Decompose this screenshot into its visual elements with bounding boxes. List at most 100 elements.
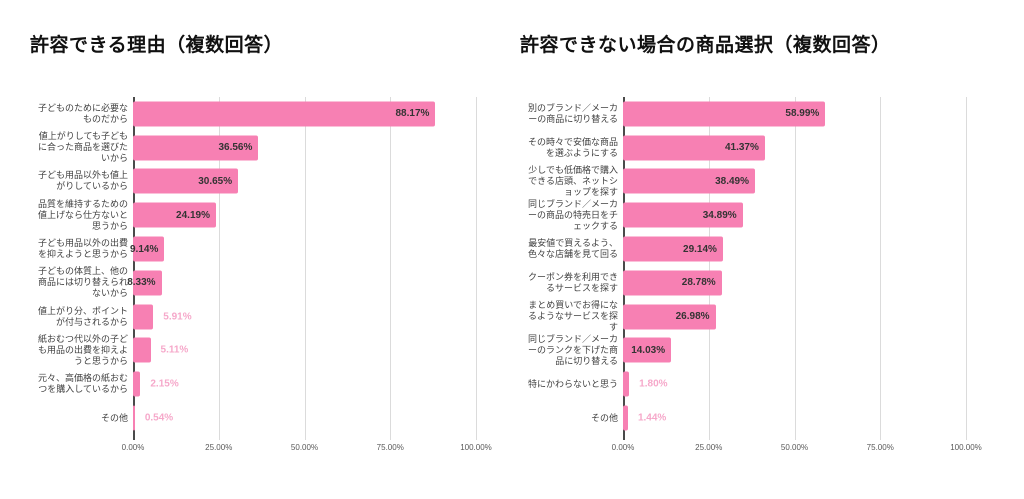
bar: 58.99% — [623, 101, 826, 127]
gridline — [880, 97, 882, 440]
chart-row: その他 1.44% — [520, 401, 966, 435]
value-label: 2.15% — [150, 378, 179, 390]
bar — [133, 405, 135, 431]
value-label: 9.14% — [129, 243, 159, 255]
bar: 34.89% — [623, 202, 743, 228]
category-label: 子ども用品以外の出費を抑えようと思うから — [37, 238, 128, 260]
value-label: 5.91% — [163, 311, 192, 323]
value-label: 58.99% — [785, 108, 820, 120]
bar: 8.33% — [127, 270, 162, 296]
category-label: クーポン券を利用できるサービスを探す — [527, 271, 618, 293]
bar-track: 14.03% — [623, 334, 966, 368]
gridline — [708, 97, 710, 440]
bar-track: 9.14% — [129, 232, 476, 266]
value-label: 30.65% — [198, 175, 233, 187]
chart-row: その他 0.54% — [30, 401, 476, 435]
category-label: 同じブランド／メーカーの商品の特売日をチェックする — [527, 198, 618, 231]
x-axis: 0.00% 25.00% 50.00% 75.00% 100.00% — [612, 443, 982, 457]
bar-track: 5.91% — [133, 300, 476, 334]
x-tick-label: 25.00% — [205, 443, 233, 452]
category-label: まとめ買いでお得になるようなサービスを探す — [527, 300, 618, 333]
gridline — [218, 97, 220, 440]
value-label: 41.37% — [724, 142, 759, 154]
chart-rows: 別のブランド／メーカーの商品に切り替える 58.99% その時々で安価な商品を選ぶよ… — [520, 97, 966, 435]
gridline — [476, 97, 477, 440]
bar — [133, 304, 154, 330]
value-label: 24.19% — [176, 209, 210, 221]
x-tick-label: 25.00% — [695, 443, 723, 452]
chart-row: 最安値で買えるよう、色々な店舗を見て回る 29.14% — [520, 232, 966, 266]
x-tick-label: 75.00% — [866, 443, 894, 452]
category-label: 特にかわらないと思う — [527, 378, 618, 389]
category-label: 値上がり分、ポイントが付与されるから — [37, 305, 128, 327]
value-label: 29.14% — [683, 243, 717, 255]
x-tick-label: 50.00% — [780, 443, 809, 452]
value-label: 1.44% — [637, 412, 667, 424]
bar: 88.17% — [133, 101, 436, 127]
chart-row: その時々で安価な商品を選ぶようにする 41.37% — [520, 131, 966, 165]
category-label: 子ども用品以外も値上がりしているから — [37, 170, 128, 192]
bar-track: 29.14% — [623, 232, 966, 266]
category-label: 値上がりしても子どもに合った商品を選びたいから — [37, 131, 128, 164]
chart-row: 子ども用品以外の出費を抑えようと思うから 9.14% — [30, 232, 476, 266]
chart-row: 元々、高価格の紙おむつを購入しているから 2.15% — [30, 367, 476, 401]
bar: 29.14% — [623, 236, 723, 262]
bar-track: 58.99% — [623, 97, 966, 131]
bar-track: 34.89% — [623, 198, 966, 232]
chart-not-accept-selection: 許容できない場合の商品選択（複数回答） 別のブランド／メーカーの商品に切り替える… — [520, 30, 982, 480]
value-label: 88.17% — [395, 108, 430, 120]
bar-track: 1.44% — [623, 401, 966, 435]
bar-track: 24.19% — [133, 198, 476, 232]
chart-row: 少しでも低価格で購入できる店頭、ネットショップを探す 38.49% — [520, 165, 966, 199]
category-label: その時々で安価な商品を選ぶようにする — [527, 136, 618, 158]
bar — [623, 405, 628, 431]
x-tick-label: 75.00% — [376, 443, 404, 452]
gridline — [966, 97, 967, 440]
value-label: 34.89% — [702, 209, 737, 221]
bar-track: 36.56% — [133, 131, 476, 165]
value-label: 5.11% — [160, 344, 189, 356]
bar-track: 28.78% — [623, 266, 966, 300]
bar-track: 1.80% — [623, 367, 966, 401]
bar — [133, 337, 151, 363]
bar: 28.78% — [623, 270, 722, 296]
category-label: 最安値で買えるよう、色々な店舗を見て回る — [527, 238, 618, 260]
bar-track: 30.65% — [133, 165, 476, 199]
chart-row: 別のブランド／メーカーの商品に切り替える 58.99% — [520, 97, 966, 131]
value-label: 14.03% — [631, 344, 666, 356]
value-label: 8.33% — [127, 277, 156, 289]
bar-track: 0.54% — [133, 401, 476, 435]
value-label: 0.54% — [144, 412, 174, 424]
bar — [623, 371, 630, 397]
bar: 41.37% — [623, 135, 765, 161]
category-label: 少しでも低価格で購入できる店頭、ネットショップを探す — [528, 164, 618, 197]
chart-row: クーポン券を利用できるサービスを探す 28.78% — [520, 266, 966, 300]
chart-row: 子どものために必要なものだから 88.17% — [30, 97, 476, 131]
chart-row: 特にかわらないと思う 1.80% — [520, 367, 966, 401]
chart-row: まとめ買いでお得になるようなサービスを探す 26.98% — [520, 300, 966, 334]
bar: 36.56% — [133, 135, 259, 161]
chart-title: 許容できる理由（複数回答） — [30, 35, 284, 56]
value-label: 26.98% — [675, 311, 710, 323]
chart-title: 許容できない場合の商品選択（複数回答） — [520, 35, 891, 56]
y-axis-line — [623, 97, 625, 440]
gridline — [794, 97, 796, 440]
value-label: 36.56% — [218, 142, 253, 154]
chart-row: 値上がり分、ポイントが付与されるから 5.91% — [30, 300, 476, 334]
category-label: 別のブランド／メーカーの商品に切り替える — [527, 102, 618, 124]
chart-row: 子ども用品以外も値上がりしているから 30.65% — [30, 165, 476, 199]
bar-track: 41.37% — [623, 131, 966, 165]
category-label: 子どもの体質上、他の商品には切り替えられないから — [37, 266, 128, 299]
bar: 14.03% — [623, 337, 672, 363]
chart-accept-reasons: 許容できる理由（複数回答） 子どものために必要なものだから 88.17% 値上がりし… — [30, 30, 492, 480]
x-tick-label: 50.00% — [290, 443, 319, 452]
value-label: 1.80% — [639, 378, 668, 390]
category-label: 同じブランド／メーカーのランクを下げた商品に切り替える — [527, 333, 618, 366]
chart-row: 子どもの体質上、他の商品には切り替えられないから 8.33% — [30, 266, 476, 300]
bar-track: 38.49% — [623, 165, 966, 199]
bar: 30.65% — [133, 168, 239, 194]
bar: 9.14% — [129, 236, 165, 262]
y-axis-line — [133, 97, 135, 440]
category-label: その他 — [100, 412, 128, 423]
bar: 24.19% — [133, 202, 216, 228]
